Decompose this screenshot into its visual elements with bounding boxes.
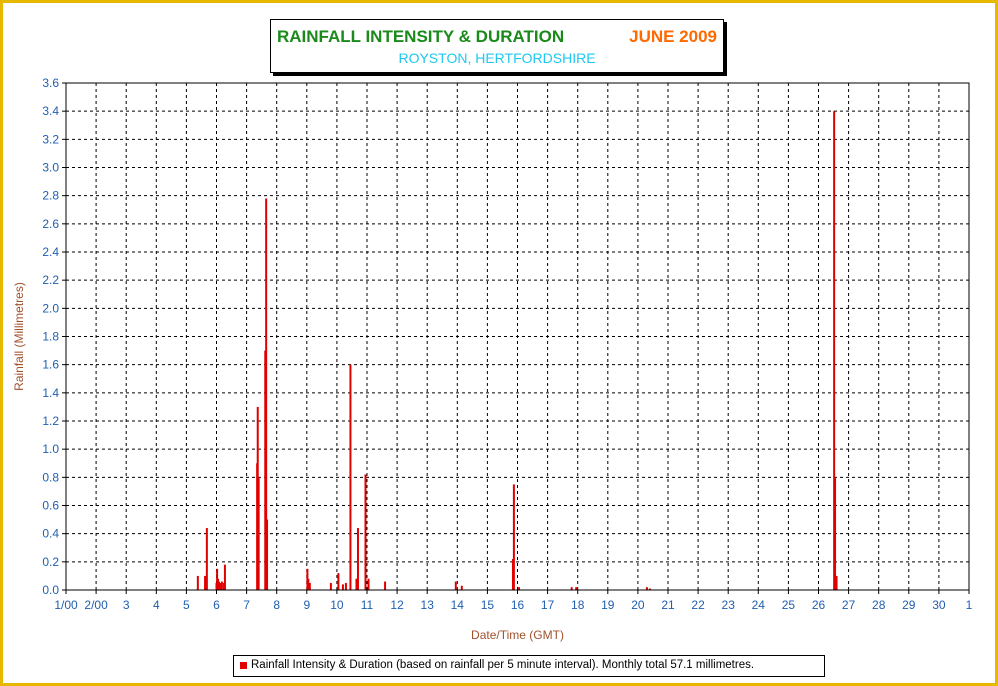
rainfall-bar <box>217 581 220 590</box>
x-tick-label: 9 <box>303 598 310 612</box>
y-axis-title: Rainfall (Millimetres) <box>12 282 26 391</box>
rainfall-bar <box>570 587 573 590</box>
x-tick-label: 17 <box>541 598 555 612</box>
rainfall-bar <box>219 582 222 590</box>
y-tick-label: 2.8 <box>42 189 59 203</box>
x-tick-label: 11 <box>361 598 374 612</box>
x-tick-label: 13 <box>421 598 435 612</box>
y-tick-label: 2.4 <box>42 245 59 259</box>
y-tick-label: 3.0 <box>42 161 59 175</box>
legend-label: Rainfall Intensity & Duration (based on … <box>251 659 755 671</box>
rainfall-bar <box>205 528 208 590</box>
y-tick-label: 1.6 <box>42 358 59 372</box>
x-tick-label: 20 <box>631 598 645 612</box>
rainfall-bar <box>356 528 359 590</box>
x-tick-label: 5 <box>183 598 190 612</box>
x-tick-label: 7 <box>243 598 250 612</box>
rainfall-bar <box>355 578 358 590</box>
chart-title-box: RAINFALL INTENSITY & DURATION JUNE 2009 … <box>270 19 724 73</box>
x-tick-label: 18 <box>571 598 585 612</box>
y-tick-label: 1.4 <box>42 386 59 400</box>
rainfall-bar <box>337 573 340 590</box>
rainfall-bar <box>384 581 387 590</box>
x-tick-label: 4 <box>153 598 160 612</box>
y-tick-label: 3.4 <box>42 104 59 118</box>
y-tick-label: 0.6 <box>42 499 59 513</box>
x-tick-label: 6 <box>213 598 220 612</box>
y-tick-label: 1.8 <box>42 330 59 344</box>
rainfall-bar <box>835 575 838 590</box>
x-tick-label: 25 <box>782 598 796 612</box>
rainfall-bar <box>364 474 367 590</box>
chart-title-month: JUNE 2009 <box>629 27 717 46</box>
x-tick-label: 28 <box>872 598 886 612</box>
y-tick-label: 2.0 <box>42 301 59 315</box>
x-tick-label: 22 <box>691 598 705 612</box>
rainfall-bar <box>349 364 352 590</box>
x-tick-label: 3 <box>123 598 130 612</box>
plot-border <box>65 82 970 591</box>
legend-swatch <box>240 662 247 669</box>
x-tick-label: 10 <box>330 598 344 612</box>
x-axis-title: Date/Time (GMT) <box>471 628 564 642</box>
rainfall-bar <box>196 575 199 590</box>
rainfall-bar <box>454 581 457 590</box>
x-tick-label: 21 <box>661 598 675 612</box>
rainfall-bar <box>341 584 344 590</box>
rainfall-bar <box>645 587 648 590</box>
y-tick-label: 0.2 <box>42 555 59 569</box>
rainfall-bar <box>257 477 260 590</box>
rainfall-bar <box>512 484 515 590</box>
x-tick-label: 24 <box>752 598 766 612</box>
rainfall-bar <box>204 575 207 590</box>
rainfall-bar <box>834 477 837 590</box>
rainfall-bar <box>308 582 311 590</box>
x-tick-label: 2/00 <box>84 598 108 612</box>
rainfall-bar <box>223 564 226 590</box>
rainfall-bar <box>329 582 332 590</box>
x-tick-label: 19 <box>601 598 615 612</box>
x-tick-label: 26 <box>812 598 826 612</box>
y-tick-label: 2.2 <box>42 273 59 287</box>
rainfall-bar <box>648 588 651 590</box>
x-tick-label: 14 <box>451 598 465 612</box>
rainfall-bar <box>265 198 268 590</box>
rainfall-bar <box>307 578 310 590</box>
rainfall-bar <box>220 581 223 590</box>
rainfall-bar <box>575 587 578 590</box>
y-tick-label: 1.0 <box>42 442 59 456</box>
y-tick-label: 0.8 <box>42 470 59 484</box>
rainfall-bar <box>518 587 521 590</box>
rainfall-bar <box>833 111 836 591</box>
y-tick-label: 0.0 <box>42 583 59 597</box>
y-tick-label: 1.2 <box>42 414 59 428</box>
x-tick-label: 27 <box>842 598 856 612</box>
x-tick-label: 1 <box>966 598 973 612</box>
x-tick-label: 1/00 <box>54 598 78 612</box>
y-tick-label: 3.2 <box>42 132 59 146</box>
rainfall-bar <box>266 519 269 590</box>
rainfall-bar <box>344 582 347 590</box>
legend: Rainfall Intensity & Duration (based on … <box>233 655 825 677</box>
x-tick-label: 30 <box>932 598 946 612</box>
x-tick-label: 29 <box>902 598 916 612</box>
x-tick-label: 16 <box>511 598 525 612</box>
x-tick-label: 23 <box>722 598 736 612</box>
y-tick-label: 0.4 <box>42 527 59 541</box>
x-tick-label: 8 <box>273 598 280 612</box>
rainfall-bar <box>367 578 370 590</box>
y-tick-label: 2.6 <box>42 217 59 231</box>
x-tick-label: 15 <box>481 598 495 612</box>
chart-subtitle: ROYSTON, HERTFORDSHIRE <box>398 50 596 66</box>
x-tick-label: 12 <box>390 598 404 612</box>
rainfall-bar <box>460 585 463 590</box>
chart-title: RAINFALL INTENSITY & DURATION <box>277 27 565 46</box>
y-tick-label: 3.6 <box>42 76 59 90</box>
